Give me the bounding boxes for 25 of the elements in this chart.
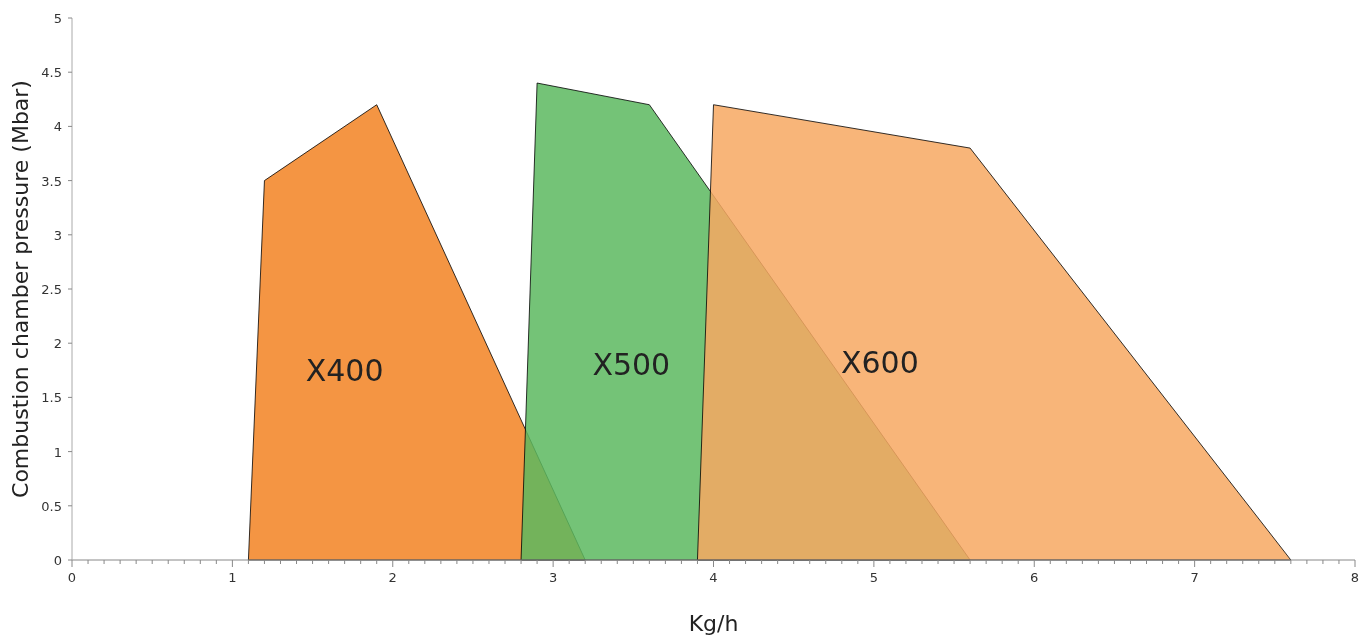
y-tick-label: 3.5 [41, 173, 62, 189]
y-tick-label: 2 [53, 336, 62, 352]
y-tick-label: 4.5 [41, 65, 62, 81]
series-label: X400 [305, 353, 384, 389]
x-tick-label: 0 [67, 570, 77, 585]
series-label: X600 [840, 345, 919, 381]
x-tick-label: 4 [709, 570, 718, 585]
y-tick-label: 1.5 [41, 390, 62, 406]
x-tick-label: 5 [869, 570, 879, 585]
x-tick-label: 1 [228, 570, 237, 585]
x-axis-title: Kg/h [688, 611, 739, 636]
x-tick-label: 6 [1030, 570, 1039, 585]
y-tick-label: 4 [53, 119, 62, 135]
y-tick-label: 0.5 [41, 498, 62, 514]
y-tick-label: 0 [53, 553, 62, 568]
y-tick-label: 3 [53, 227, 62, 243]
x-tick-label: 3 [548, 570, 558, 585]
x-tick-label: 2 [388, 570, 397, 585]
y-tick-label: 2.5 [41, 282, 62, 297]
y-axis-title: Combustion chamber pressure (Mbar) [8, 80, 33, 498]
y-tick-label: 1 [53, 444, 62, 460]
x-tick-label: 7 [1190, 570, 1199, 585]
series-label: X500 [592, 347, 671, 383]
y-tick-label: 5 [53, 11, 62, 26]
x-tick-label: 8 [1350, 570, 1360, 585]
